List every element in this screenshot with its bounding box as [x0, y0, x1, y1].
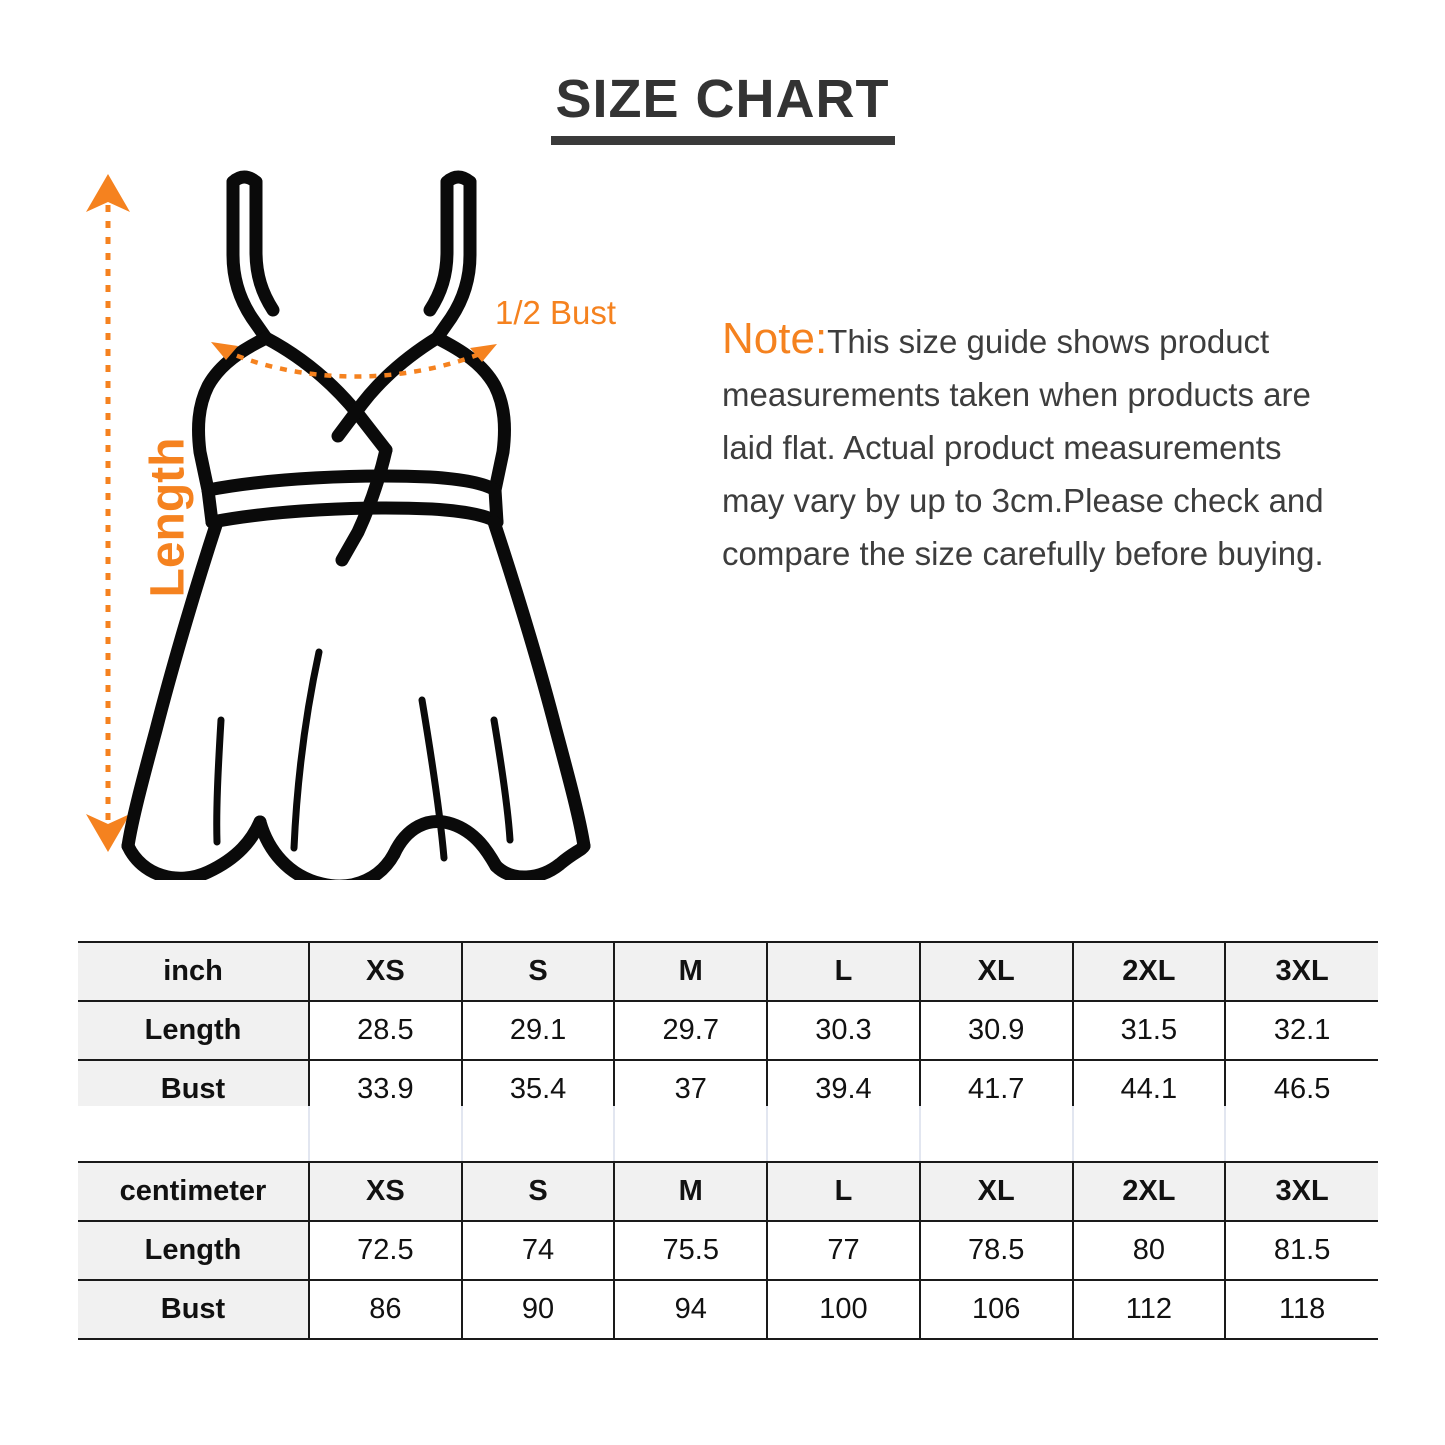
- cell-bust-xs-cm: 86: [308, 1279, 462, 1340]
- cell-length-xs-inch: 28.5: [308, 1000, 462, 1061]
- note-panel: Note:This size guide shows product measu…: [722, 312, 1394, 580]
- row-label-length-inch: Length: [78, 1000, 309, 1061]
- cell-length-3xl-cm: 81.5: [1224, 1220, 1378, 1281]
- cell-length-m-inch: 29.7: [613, 1000, 768, 1061]
- table-row-header-cm: centimeter XS S M L XL 2XL 3XL: [78, 1161, 1378, 1222]
- size-table-inch: inch XS S M L XL 2XL 3XL Length 28.5 29.…: [78, 941, 1378, 1120]
- table-row-header-inch: inch XS S M L XL 2XL 3XL: [78, 941, 1378, 1002]
- row-label-bust-cm: Bust: [78, 1279, 309, 1340]
- column-header-2xl: 2XL: [1071, 941, 1226, 1002]
- spacer-cell: [918, 1106, 1073, 1163]
- column-header-3xl: 3XL: [1224, 941, 1378, 1002]
- cell-length-3xl-inch: 32.1: [1224, 1000, 1378, 1061]
- table-spacer: [78, 1106, 1378, 1163]
- spacer-cell: [460, 1106, 615, 1163]
- length-dimension-label: Length: [141, 437, 195, 598]
- note-line-1: Note:This size guide shows product: [722, 312, 1394, 368]
- bust-measure-arrow: [211, 342, 497, 379]
- note-line-3: laid flat. Actual product measurements: [722, 429, 1282, 466]
- column-header-s: S: [460, 941, 615, 1002]
- column-header-m: M: [613, 941, 768, 1002]
- column-header-xl: XL: [918, 941, 1073, 1002]
- unit-header-inch: inch: [78, 941, 309, 1002]
- page-title: SIZE CHART: [555, 69, 890, 129]
- page-header: SIZE CHART: [0, 72, 1445, 145]
- column-header-3xl-cm: 3XL: [1224, 1161, 1378, 1222]
- spacer-cell: [308, 1106, 462, 1163]
- cell-length-xs-cm: 72.5: [308, 1220, 462, 1281]
- unit-header-centimeter: centimeter: [78, 1161, 309, 1222]
- dress-illustration-panel: Length 1/2 Bust: [70, 160, 690, 880]
- column-header-2xl-cm: 2XL: [1071, 1161, 1226, 1222]
- cell-length-l-inch: 30.3: [766, 1000, 920, 1061]
- size-table-centimeter: centimeter XS S M L XL 2XL 3XL Length 72…: [78, 1161, 1378, 1340]
- column-header-xs: XS: [308, 941, 462, 1002]
- cell-bust-xl-cm: 106: [918, 1279, 1073, 1340]
- note-line-2: measurements taken when products are: [722, 376, 1311, 413]
- spacer-cell: [1224, 1106, 1378, 1163]
- column-header-xl-cm: XL: [918, 1161, 1073, 1222]
- table-row: Length 72.5 74 75.5 77 78.5 80 81.5: [78, 1220, 1378, 1281]
- column-header-l: L: [766, 941, 920, 1002]
- cell-bust-s-cm: 90: [460, 1279, 615, 1340]
- cell-length-s-cm: 74: [460, 1220, 615, 1281]
- column-header-xs-cm: XS: [308, 1161, 462, 1222]
- note-text-1: This size guide shows product: [827, 323, 1270, 360]
- spacer-cell: [78, 1106, 309, 1163]
- table-row: Bust 86 90 94 100 106 112 118: [78, 1279, 1378, 1340]
- row-label-length-cm: Length: [78, 1220, 309, 1281]
- cell-bust-2xl-cm: 112: [1071, 1279, 1226, 1340]
- spacer-row: [78, 1106, 1378, 1163]
- cell-length-2xl-cm: 80: [1071, 1220, 1226, 1281]
- note-line-5: compare the size carefully before buying…: [722, 535, 1324, 572]
- spacer-cell: [766, 1106, 920, 1163]
- length-measure-arrow: [86, 174, 130, 852]
- cell-length-m-cm: 75.5: [613, 1220, 768, 1281]
- note-label: Note:: [722, 314, 828, 363]
- note-line-4: may vary by up to 3cm.Please check and: [722, 482, 1324, 519]
- table-row: Length 28.5 29.1 29.7 30.3 30.9 31.5 32.…: [78, 1000, 1378, 1061]
- cell-length-2xl-inch: 31.5: [1071, 1000, 1226, 1061]
- dress-diagram-svg: [86, 170, 591, 880]
- cell-length-s-inch: 29.1: [460, 1000, 615, 1061]
- column-header-m-cm: M: [613, 1161, 768, 1222]
- cell-bust-m-cm: 94: [613, 1279, 768, 1340]
- dress-outline: [121, 170, 591, 880]
- spacer-cell: [613, 1106, 768, 1163]
- cell-length-l-cm: 77: [766, 1220, 920, 1281]
- cell-bust-l-cm: 100: [766, 1279, 920, 1340]
- spacer-cell: [1071, 1106, 1226, 1163]
- cell-length-xl-cm: 78.5: [918, 1220, 1073, 1281]
- column-header-s-cm: S: [460, 1161, 615, 1222]
- title-underline: [550, 136, 895, 145]
- column-header-l-cm: L: [766, 1161, 920, 1222]
- cell-bust-3xl-cm: 118: [1224, 1279, 1378, 1340]
- cell-length-xl-inch: 30.9: [918, 1000, 1073, 1061]
- bust-dimension-label: 1/2 Bust: [495, 294, 617, 331]
